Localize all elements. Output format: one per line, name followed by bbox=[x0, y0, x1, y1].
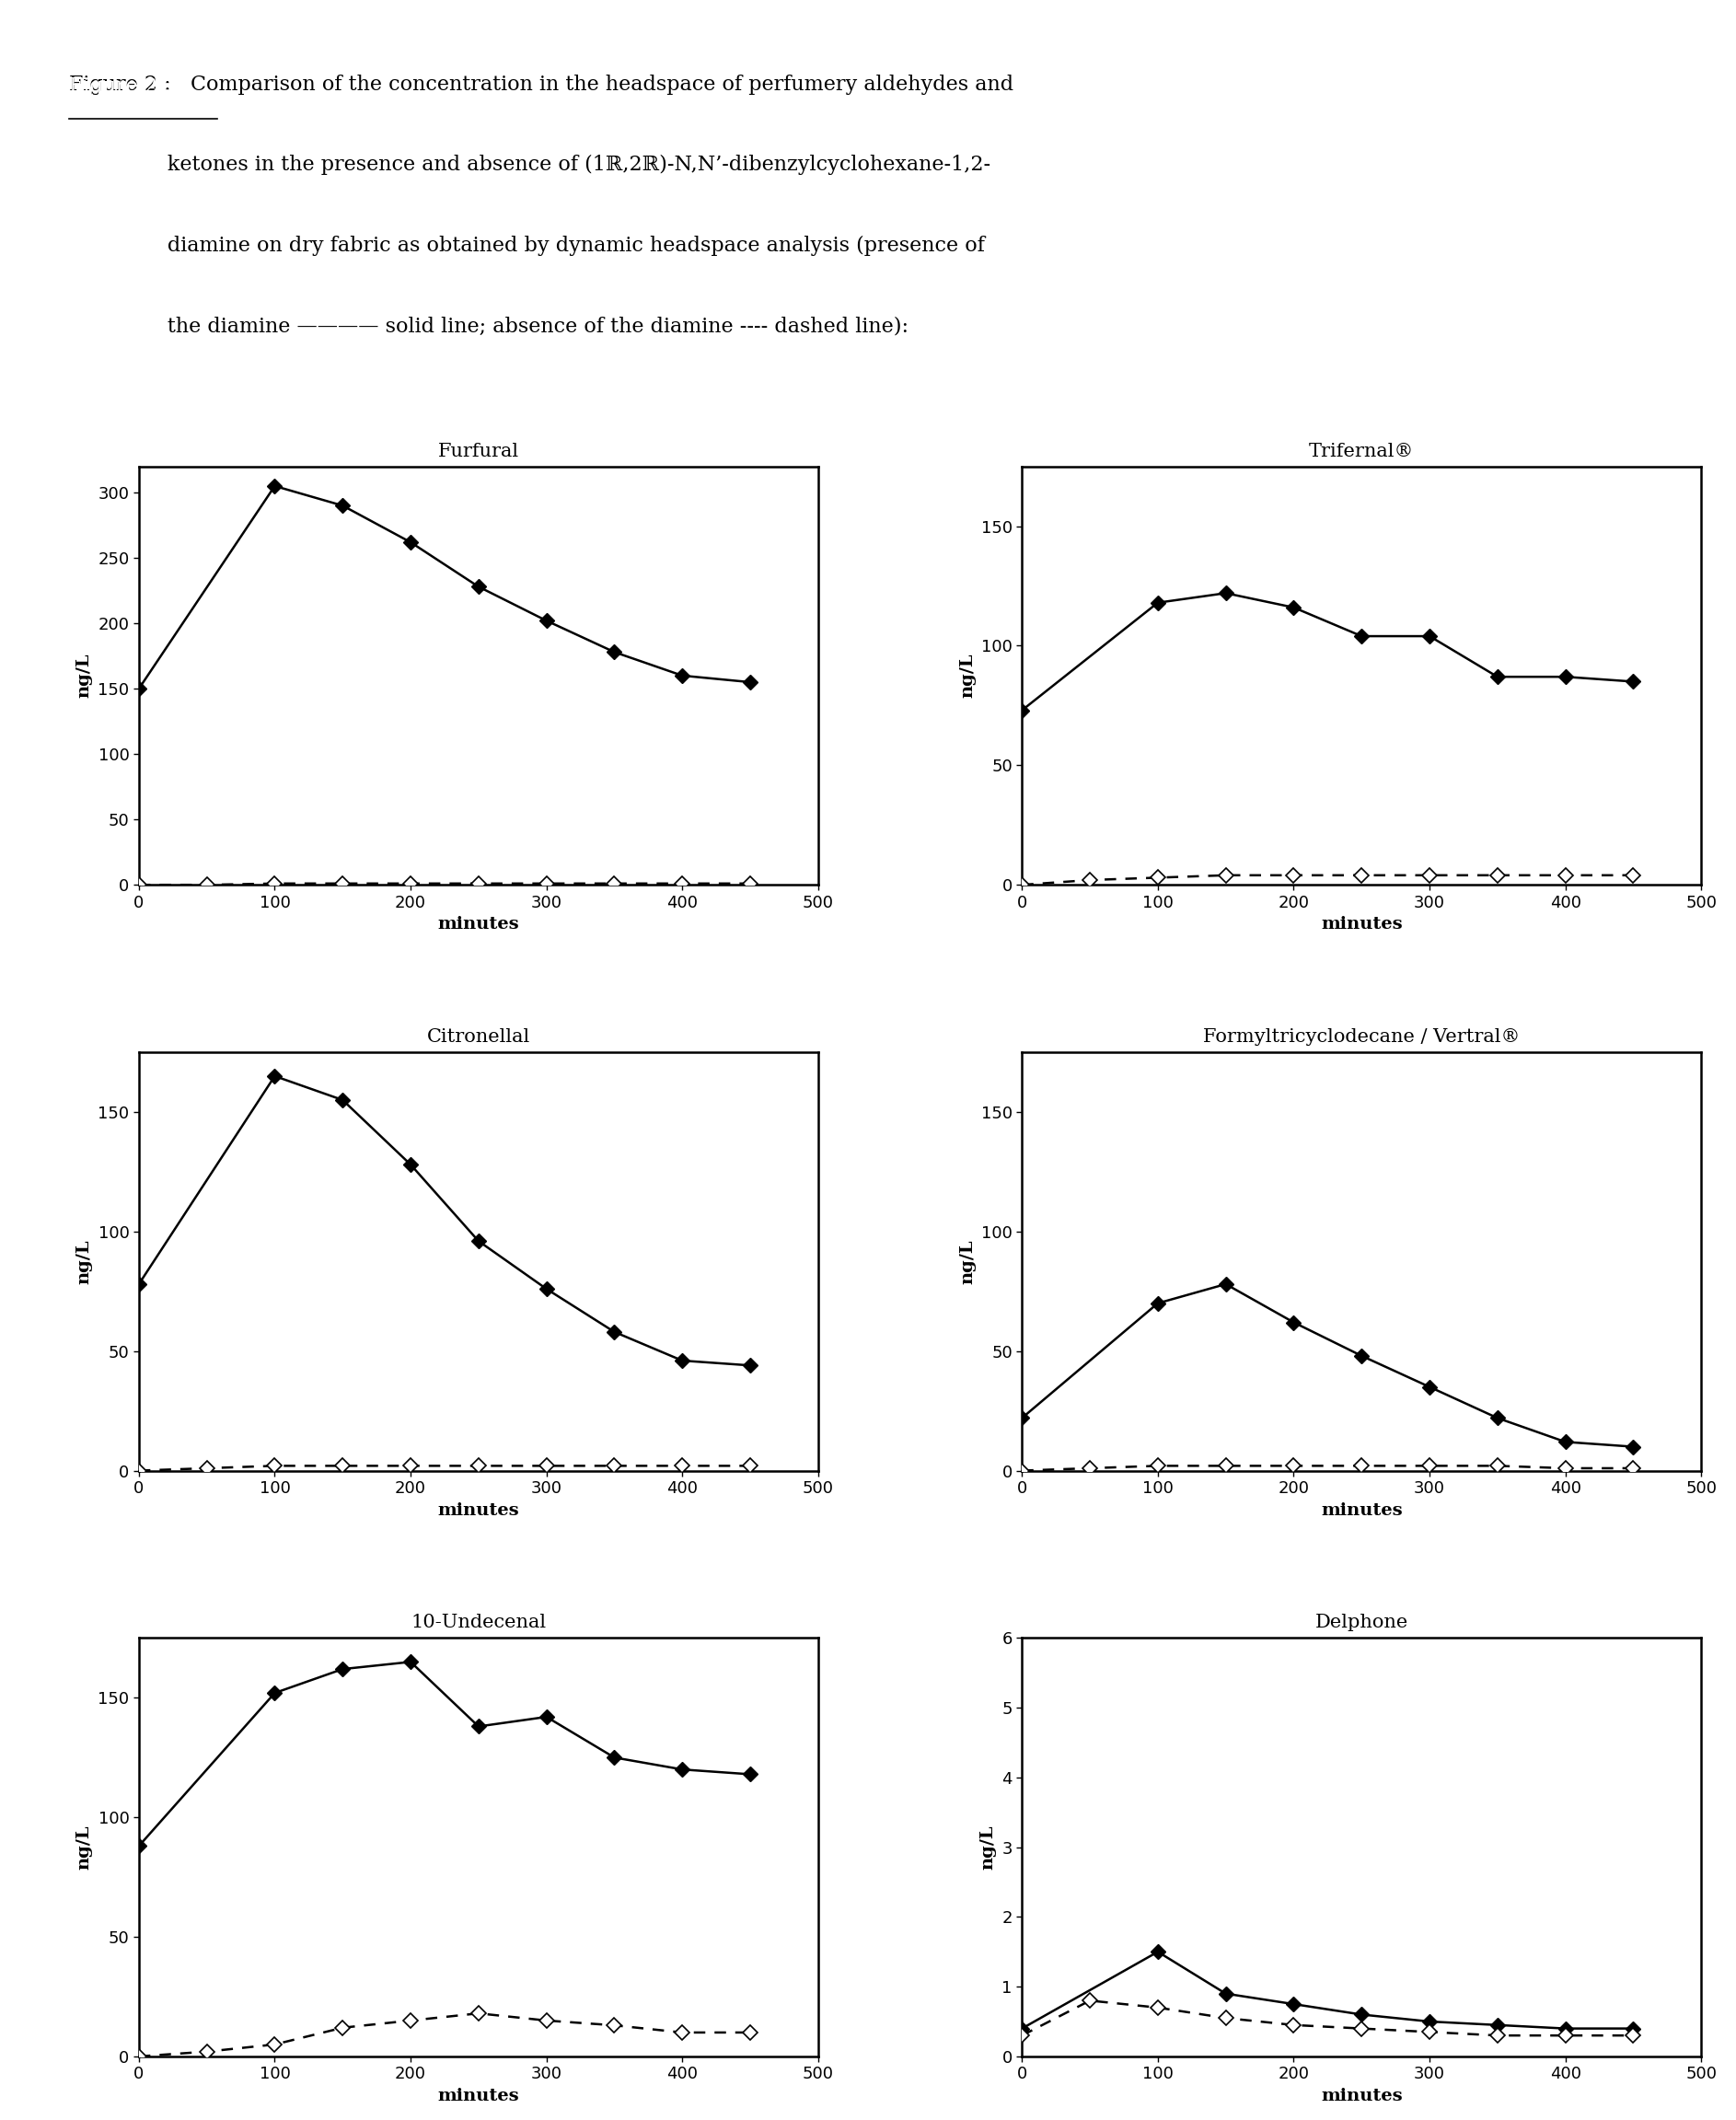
Y-axis label: ng/L: ng/L bbox=[981, 1825, 996, 1870]
X-axis label: minutes: minutes bbox=[437, 1501, 519, 1518]
X-axis label: minutes: minutes bbox=[1321, 916, 1403, 933]
Text: Figure 2 :   Comparison of the concentration in the headspace of perfumery aldeh: Figure 2 : Comparison of the concentrati… bbox=[69, 74, 1014, 95]
X-axis label: minutes: minutes bbox=[1321, 1501, 1403, 1518]
Title: Formyltricyclodecane / Vertral®: Formyltricyclodecane / Vertral® bbox=[1203, 1028, 1521, 1045]
Text: diamine on dry fabric as obtained by dynamic headspace analysis (presence of: diamine on dry fabric as obtained by dyn… bbox=[69, 235, 986, 257]
Title: Delphone: Delphone bbox=[1316, 1613, 1408, 1632]
X-axis label: minutes: minutes bbox=[437, 2088, 519, 2105]
Y-axis label: ng/L: ng/L bbox=[960, 1238, 976, 1285]
Y-axis label: ng/L: ng/L bbox=[76, 653, 92, 697]
Title: Furfural: Furfural bbox=[437, 443, 519, 460]
Text: the diamine ———— solid line; absence of the diamine ---- dashed line):: the diamine ———— solid line; absence of … bbox=[69, 316, 910, 337]
Y-axis label: ng/L: ng/L bbox=[960, 653, 976, 697]
Y-axis label: ng/L: ng/L bbox=[76, 1825, 92, 1870]
Y-axis label: ng/L: ng/L bbox=[76, 1238, 92, 1285]
Text: Figure 2 :: Figure 2 : bbox=[69, 76, 172, 98]
Title: 10-Undecenal: 10-Undecenal bbox=[411, 1613, 547, 1632]
Title: Trifernal®: Trifernal® bbox=[1309, 443, 1415, 460]
Text: ketones in the presence and absence of (1ℝ,2ℝ)-N,N’-dibenzylcyclohexane-1,2-: ketones in the presence and absence of (… bbox=[69, 155, 991, 176]
X-axis label: minutes: minutes bbox=[1321, 2088, 1403, 2105]
Title: Citronellal: Citronellal bbox=[427, 1028, 529, 1045]
X-axis label: minutes: minutes bbox=[437, 916, 519, 933]
